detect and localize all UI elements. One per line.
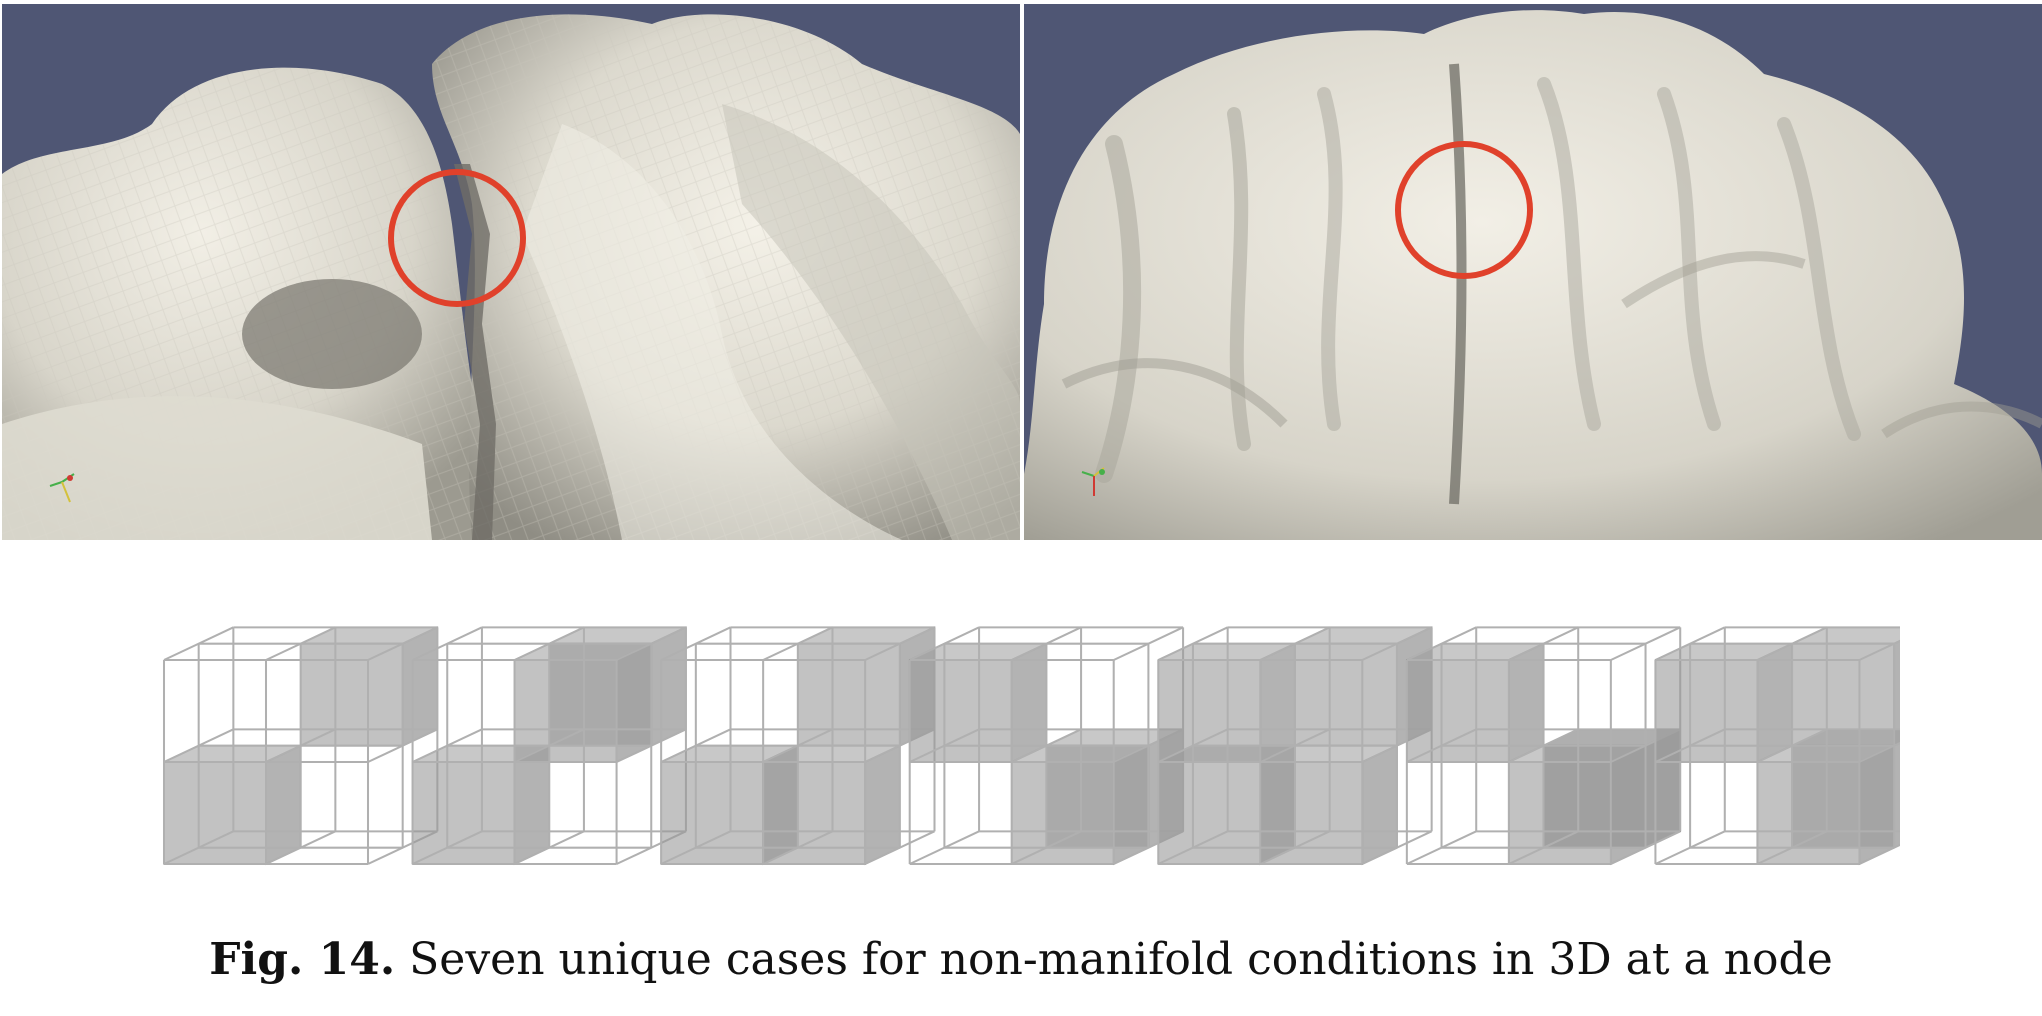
case-cube-5 [1157,626,1433,866]
mesh-render-left [2,4,1020,540]
case-cube-4 [908,626,1185,866]
mesh-render-right [1024,4,2042,540]
render-image-right [1024,4,2042,540]
case-cube-6 [1405,626,1682,866]
render-image-left [2,4,1020,540]
figure-label: Fig. 14. [209,934,396,985]
non-manifold-cases [160,618,1900,888]
case-cube-7 [1654,626,1900,866]
cases-diagram [162,626,1900,866]
caption-text: Seven unique cases for non-manifold cond… [395,934,1833,985]
figure-caption: Fig. 14. Seven unique cases for non-mani… [0,934,2042,986]
case-cube-3 [660,626,936,866]
axes-triad-icon [1081,467,1105,496]
axes-triad-icon [49,473,75,503]
case-cube-1 [162,626,439,866]
case-cube-2 [411,626,687,866]
